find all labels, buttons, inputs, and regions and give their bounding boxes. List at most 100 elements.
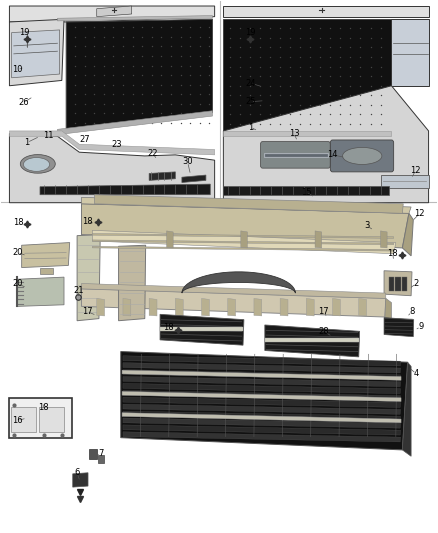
FancyBboxPatch shape <box>389 277 394 291</box>
Polygon shape <box>10 134 215 203</box>
Polygon shape <box>123 298 131 316</box>
Polygon shape <box>241 231 247 248</box>
Text: 9: 9 <box>418 322 424 331</box>
Polygon shape <box>92 230 396 254</box>
Polygon shape <box>385 298 392 321</box>
Polygon shape <box>17 277 64 306</box>
Polygon shape <box>384 271 412 296</box>
Text: 18: 18 <box>163 323 174 332</box>
Polygon shape <box>119 245 146 321</box>
Text: 18: 18 <box>388 249 398 258</box>
Polygon shape <box>73 473 88 487</box>
Text: 18: 18 <box>13 219 24 228</box>
FancyBboxPatch shape <box>330 140 394 172</box>
Polygon shape <box>228 298 236 316</box>
Text: 8: 8 <box>409 307 415 316</box>
Polygon shape <box>175 298 183 316</box>
Polygon shape <box>265 325 360 357</box>
Polygon shape <box>280 298 288 316</box>
Polygon shape <box>403 213 413 256</box>
Polygon shape <box>381 231 387 248</box>
Text: 3: 3 <box>364 221 369 230</box>
Polygon shape <box>315 231 321 248</box>
Text: 2: 2 <box>414 279 419 288</box>
FancyBboxPatch shape <box>396 277 401 291</box>
Text: 15: 15 <box>301 188 311 197</box>
Text: 11: 11 <box>42 131 53 140</box>
Polygon shape <box>97 6 132 17</box>
Polygon shape <box>123 397 401 407</box>
Text: 27: 27 <box>79 135 90 144</box>
Text: 28: 28 <box>318 327 329 336</box>
Text: 18: 18 <box>38 403 49 412</box>
Text: 16: 16 <box>12 416 23 425</box>
FancyBboxPatch shape <box>11 407 36 432</box>
Text: 24: 24 <box>245 78 256 87</box>
Polygon shape <box>122 413 401 423</box>
Ellipse shape <box>23 158 49 171</box>
Polygon shape <box>332 298 340 316</box>
Polygon shape <box>95 195 403 213</box>
Polygon shape <box>57 15 212 21</box>
Polygon shape <box>123 369 401 379</box>
Polygon shape <box>123 383 401 393</box>
Polygon shape <box>81 204 409 248</box>
Polygon shape <box>403 362 411 456</box>
Polygon shape <box>10 19 64 86</box>
Text: 4: 4 <box>414 369 419 378</box>
Polygon shape <box>92 246 394 251</box>
Polygon shape <box>121 352 408 450</box>
Text: 1: 1 <box>24 138 29 147</box>
Polygon shape <box>123 376 401 386</box>
Polygon shape <box>123 411 401 421</box>
Polygon shape <box>77 235 100 321</box>
Polygon shape <box>182 272 295 293</box>
Polygon shape <box>223 6 428 17</box>
Polygon shape <box>123 425 401 435</box>
Text: 25: 25 <box>245 97 256 106</box>
Text: 17: 17 <box>82 307 92 316</box>
Text: 10: 10 <box>12 66 22 74</box>
Text: 23: 23 <box>111 140 122 149</box>
Ellipse shape <box>20 155 55 173</box>
Polygon shape <box>81 197 411 213</box>
FancyBboxPatch shape <box>261 142 330 168</box>
Polygon shape <box>57 111 212 135</box>
Polygon shape <box>381 174 428 188</box>
Polygon shape <box>392 19 428 86</box>
Polygon shape <box>123 432 401 442</box>
Polygon shape <box>40 184 210 195</box>
FancyBboxPatch shape <box>39 407 64 432</box>
Polygon shape <box>81 289 386 317</box>
FancyBboxPatch shape <box>160 327 243 332</box>
Text: 18: 18 <box>82 217 92 226</box>
Polygon shape <box>12 30 60 78</box>
Polygon shape <box>123 356 401 366</box>
Polygon shape <box>123 363 401 373</box>
Text: 22: 22 <box>147 149 158 158</box>
Polygon shape <box>359 298 367 316</box>
Polygon shape <box>10 6 215 22</box>
Text: 1: 1 <box>248 123 253 132</box>
Polygon shape <box>306 298 314 316</box>
Polygon shape <box>182 175 206 182</box>
Polygon shape <box>122 370 401 380</box>
Polygon shape <box>149 298 157 316</box>
Text: 12: 12 <box>415 209 425 218</box>
Polygon shape <box>21 243 70 268</box>
Polygon shape <box>149 172 175 180</box>
Polygon shape <box>10 131 215 155</box>
Text: 19: 19 <box>19 28 30 37</box>
Text: 26: 26 <box>18 98 29 107</box>
Polygon shape <box>223 185 389 195</box>
Polygon shape <box>166 231 173 248</box>
Polygon shape <box>160 314 244 345</box>
Polygon shape <box>123 418 401 428</box>
Text: 13: 13 <box>289 129 300 138</box>
Text: 7: 7 <box>99 449 104 458</box>
Polygon shape <box>66 19 212 131</box>
Polygon shape <box>201 298 209 316</box>
FancyBboxPatch shape <box>9 398 72 438</box>
Text: 17: 17 <box>318 307 329 316</box>
Polygon shape <box>123 390 401 400</box>
